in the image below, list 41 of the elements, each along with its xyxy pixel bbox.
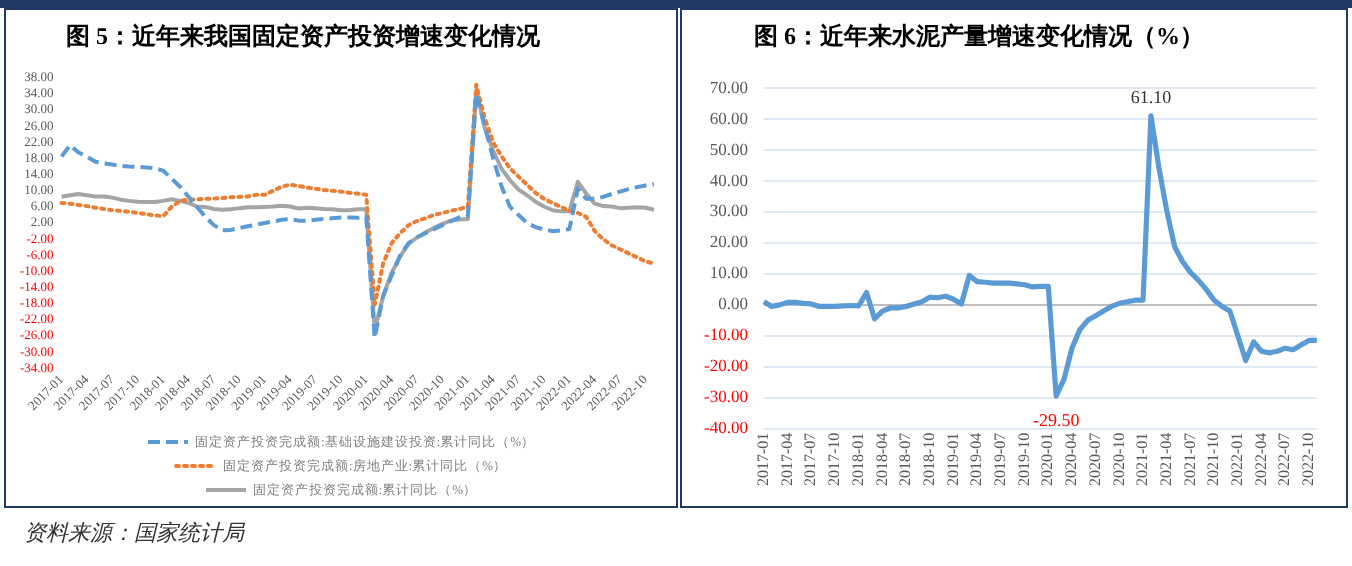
x-tick-label: 2017-01: [754, 432, 773, 487]
x-tick-label: 2017-07: [801, 432, 820, 487]
x-tick-label: 2020-10: [1109, 432, 1128, 487]
y-tick-label: 10.00: [709, 262, 748, 283]
y-tick-label: 30.00: [709, 200, 748, 221]
data-label: -29.50: [1032, 409, 1081, 430]
x-tick-label: 2022-07: [1275, 432, 1294, 487]
x-tick-label: 2020-07: [1085, 432, 1104, 487]
y-tick-label: 20.00: [709, 231, 748, 252]
x-tick-label: 2022-04: [1251, 432, 1270, 487]
x-tick-label: 2021-07: [1180, 432, 1199, 487]
x-tick-label: 2021-10: [1204, 432, 1223, 487]
x-tick-label: 2019-07: [991, 432, 1010, 487]
y-tick-label: 50.00: [709, 138, 748, 159]
x-tick-label: 2017-10: [825, 432, 844, 487]
y-tick-label: -20.00: [703, 355, 748, 376]
y-tick-label: -30.00: [703, 386, 748, 407]
y-tick-label: 0.00: [718, 293, 748, 314]
x-tick-label: 2019-04: [967, 432, 986, 487]
text: 资料来源：国家统计局: [24, 522, 244, 546]
data-label: 61.10: [1130, 87, 1173, 108]
x-tick-label: 2020-01: [1038, 432, 1057, 487]
y-tick-label: 70.00: [709, 76, 748, 97]
x-tick-label: 2021-01: [1133, 432, 1152, 487]
chart-title: 图 6：近年来水泥产量增速变化情况（%）: [754, 20, 1204, 54]
y-tick-label: -40.00: [703, 417, 748, 438]
x-tick-label: 2018-07: [896, 432, 915, 487]
x-tick-label: 2022-01: [1228, 432, 1246, 487]
x-tick-label: 2018-10: [919, 432, 938, 487]
y-tick-label: -10.00: [703, 324, 748, 345]
x-tick-label: 2018-01: [848, 432, 867, 487]
x-tick-label: 2017-04: [777, 432, 796, 487]
x-tick-label: 2022-10: [1299, 432, 1318, 487]
y-tick-label: 40.00: [709, 169, 748, 190]
x-tick-label: 2019-01: [943, 432, 962, 487]
x-tick-label: 2018-04: [872, 432, 891, 487]
x-tick-label: 2019-10: [1014, 432, 1033, 487]
x-tick-label: 2020-04: [1062, 432, 1081, 487]
x-tick-label: 2021-04: [1156, 432, 1175, 487]
chart-title: 图 5：近年来我国固定资产投资增速变化情况: [66, 20, 540, 54]
y-tick-label: 60.00: [709, 107, 748, 128]
